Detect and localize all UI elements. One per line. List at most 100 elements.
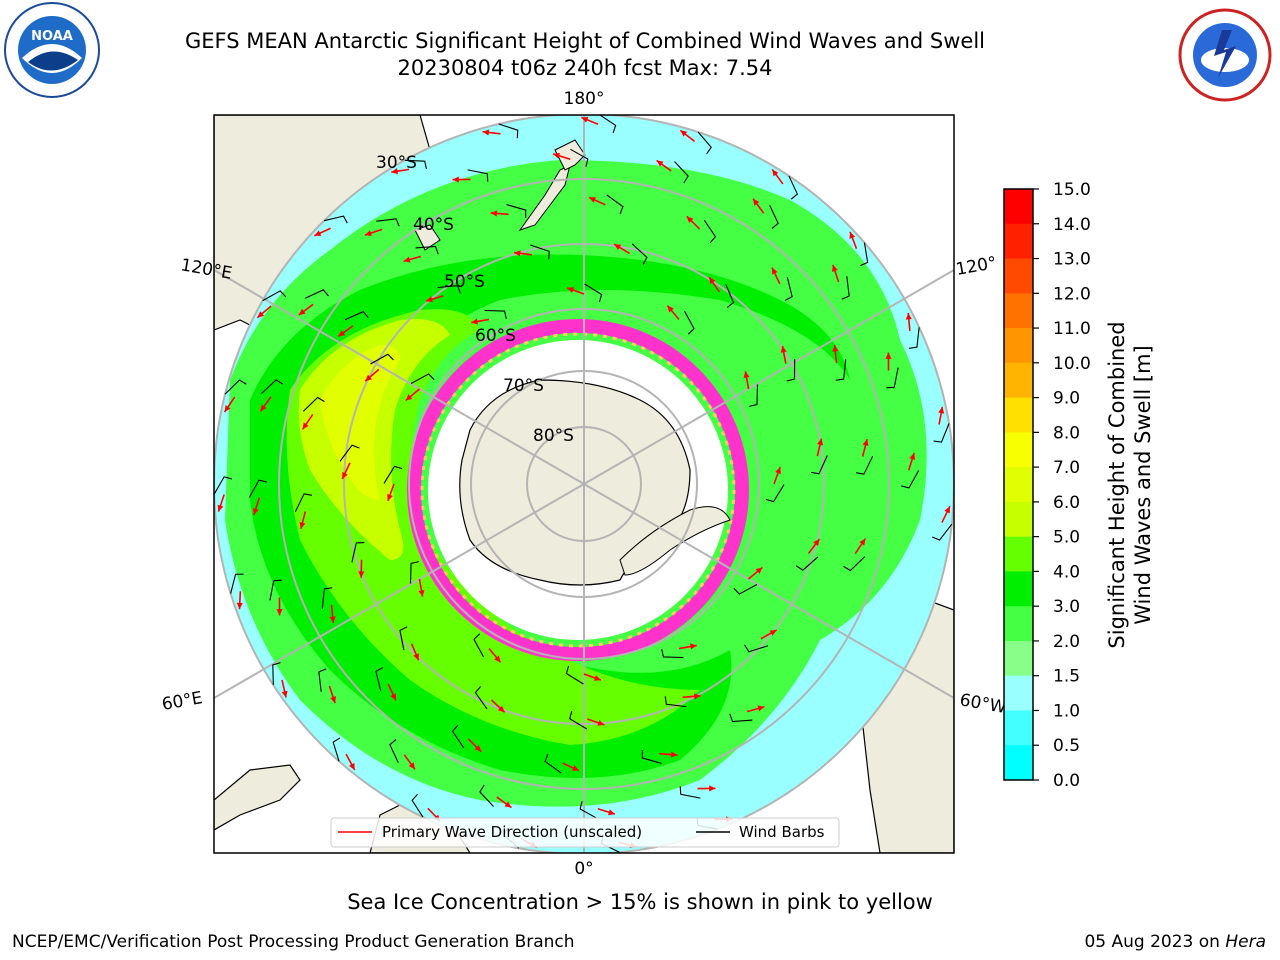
colorbar-blocks [1004, 189, 1033, 781]
wind-barb [262, 290, 287, 302]
lon-label-180: 180° [564, 89, 605, 109]
wind-barb [498, 123, 519, 139]
wind-barb [565, 665, 584, 685]
colorbar-block [1004, 397, 1033, 433]
chart-title: GEFS MEAN Antarctic Significant Height o… [184, 29, 986, 53]
wave-arrow-head [614, 244, 622, 251]
wind-barb [544, 753, 562, 774]
colorbar-block [1004, 571, 1033, 607]
colorbar-block [1004, 432, 1033, 468]
wave-arrow-head [497, 705, 505, 713]
wave-arrow-head [597, 719, 605, 726]
wave-arrow-head [364, 230, 372, 236]
wind-barb [684, 310, 695, 335]
wind-barb [294, 493, 313, 513]
wind-barb [788, 175, 799, 200]
wind-barb [376, 218, 400, 227]
wave-arrow-head [298, 308, 306, 315]
colorbar-block [1004, 328, 1033, 364]
colorbar-tick-label: 4.0 [1053, 562, 1080, 582]
nws-logo [1178, 8, 1272, 102]
wind-barb [437, 285, 461, 294]
colorbar-tick-label: 5.0 [1053, 528, 1080, 548]
wave-arrow-head [849, 231, 856, 239]
wind-barb [661, 649, 684, 659]
lat-label-40s: 40°S [413, 215, 454, 235]
sea-ice-inner [420, 332, 736, 648]
wave-arrow-head [832, 264, 838, 272]
wave-arrow-head [667, 305, 674, 313]
wind-barb [810, 455, 828, 475]
wave-arrow-head [944, 506, 950, 514]
wind-barb [664, 696, 687, 708]
wave-arrow-head [780, 345, 787, 353]
wave-arrow-head [390, 693, 396, 701]
wave-arrow-head [276, 609, 283, 616]
wind-barb [351, 542, 365, 563]
wave-arrow-head [938, 406, 945, 414]
colorbar-tick-label: 2.0 [1053, 632, 1080, 652]
wind-barb [733, 584, 758, 595]
wind-barb [410, 373, 435, 384]
wind-barb [784, 277, 793, 301]
wave-arrow-head [817, 438, 823, 446]
wave-arrow-head [772, 267, 778, 275]
wind-barb [765, 484, 785, 503]
wind-barb [473, 633, 484, 658]
lat-label-60s: 60°S [475, 326, 516, 346]
colorbar-tick-label: 1.5 [1053, 667, 1080, 687]
wind-barb [399, 626, 408, 651]
wind-barb [474, 686, 488, 710]
wind-barb [931, 523, 953, 541]
wind-barb [599, 115, 617, 134]
noaa-logo-text: NOAA [31, 29, 73, 44]
wind-barb [409, 561, 419, 584]
wind-barb [484, 309, 507, 319]
wind-barb [679, 786, 701, 799]
colorbar-block [1004, 606, 1033, 642]
wind-barb [467, 169, 489, 182]
chart-subtitle: 20230804 t06z 240h fcst Max: 7.54 [397, 56, 773, 80]
wind-barb [860, 242, 869, 267]
wind-barb [304, 289, 329, 299]
wave-arrow-head [302, 422, 309, 430]
colorbar-tick-label: 8.0 [1053, 423, 1080, 443]
wave-arrow-head [885, 352, 892, 359]
wave-arrow-head [689, 643, 697, 650]
wind-barb [332, 737, 341, 762]
wave-arrow-head [709, 785, 716, 792]
wave-arrow-head [753, 198, 760, 206]
wind-barb [933, 423, 950, 443]
wind-barb [795, 556, 819, 571]
colorbar-block [1004, 189, 1033, 225]
wind-barb [224, 379, 247, 395]
wind-barb [344, 310, 369, 321]
sea-ice-edge [407, 319, 749, 661]
wind-barb [749, 384, 759, 407]
noaa-logo: NOAA [4, 2, 100, 98]
footer-host: Hera [1225, 932, 1266, 952]
legend-wave-label: Primary Wave Direction (unscaled) [382, 823, 642, 841]
wind-barb [302, 396, 325, 412]
wave-arrow-head [572, 765, 580, 771]
colorbar-tick-label: 0.5 [1053, 736, 1080, 756]
colorbar-block [1004, 362, 1033, 399]
wind-barb [411, 793, 424, 818]
wave-arrow-head [408, 762, 415, 770]
colorbar-block [1004, 258, 1033, 294]
wind-barb [269, 579, 282, 601]
wave-arrow-head [482, 129, 490, 136]
wave-arrow-head [813, 539, 820, 546]
footer-left: NCEP/EMC/Verification Post Processing Pr… [12, 932, 575, 952]
wave-arrow-head [413, 653, 419, 661]
wave-arrow-head [775, 467, 781, 475]
wave-arrow-head [224, 405, 231, 412]
colorbar-block [1004, 293, 1033, 329]
wind-barbs [214, 115, 953, 853]
colorbar-tick-label: 10.0 [1053, 354, 1091, 374]
colorbar-block [1004, 223, 1033, 260]
wind-barb [318, 668, 327, 692]
wind-barb [908, 327, 920, 349]
wave-arrow-head [490, 210, 498, 217]
wave-arrow-head [905, 313, 912, 320]
